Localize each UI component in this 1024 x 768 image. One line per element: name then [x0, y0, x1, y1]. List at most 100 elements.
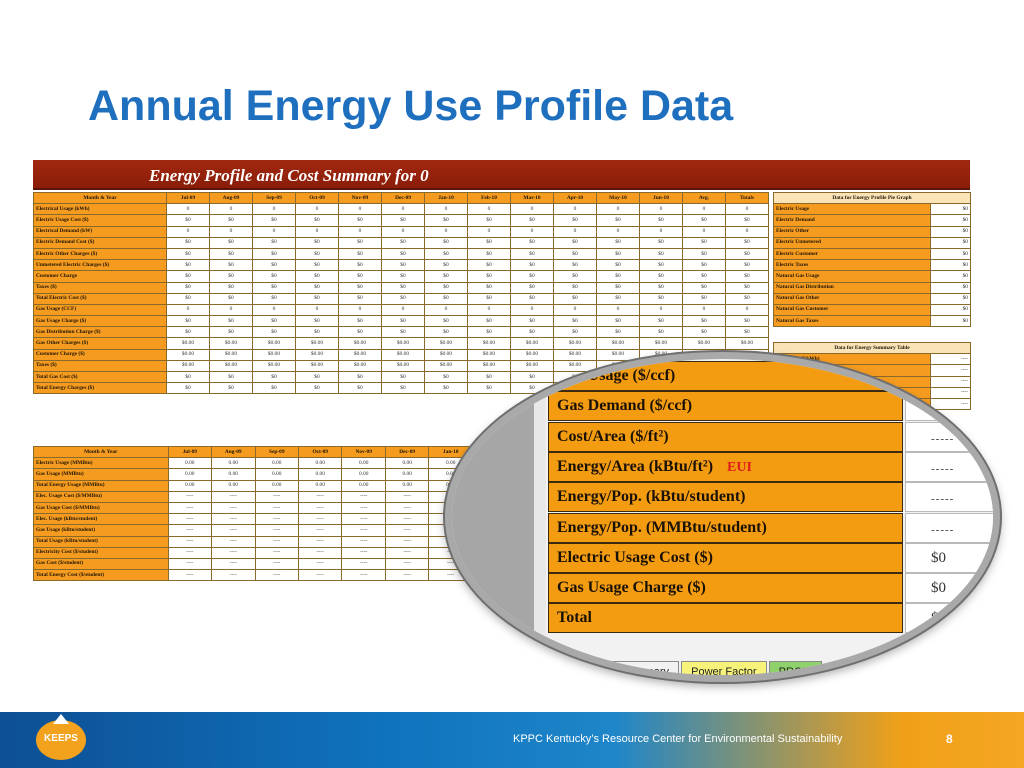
- table-cell[interactable]: ----: [297, 569, 343, 582]
- table-cell[interactable]: $0: [381, 382, 425, 395]
- table-cell[interactable]: $0.00: [295, 337, 339, 350]
- tab-summary[interactable]: Summary: [612, 661, 680, 675]
- table-cell[interactable]: $0: [295, 315, 339, 328]
- table-cell[interactable]: $0: [209, 370, 253, 384]
- table-cell[interactable]: $0: [725, 247, 769, 261]
- table-cell[interactable]: 0: [252, 225, 296, 238]
- table-cell[interactable]: $0.00: [338, 359, 382, 373]
- table-cell[interactable]: ----: [167, 490, 213, 503]
- table-cell[interactable]: 0: [166, 203, 210, 216]
- table-cell[interactable]: ----: [211, 490, 256, 503]
- table-cell[interactable]: ----: [254, 557, 299, 571]
- table-cell[interactable]: $0: [381, 236, 425, 249]
- table-cell[interactable]: $0: [209, 315, 253, 328]
- table-cell[interactable]: 0: [596, 303, 640, 317]
- table-cell[interactable]: ----: [211, 524, 256, 537]
- table-cell[interactable]: 0: [596, 203, 640, 216]
- table-cell[interactable]: $0: [467, 270, 511, 283]
- table-cell[interactable]: $0: [295, 270, 339, 283]
- table-cell[interactable]: $0: [725, 292, 769, 305]
- table-cell[interactable]: 0: [510, 303, 554, 317]
- table-cell[interactable]: ----: [297, 546, 343, 559]
- table-cell[interactable]: $0: [639, 326, 683, 339]
- table-cell[interactable]: $0: [510, 292, 554, 305]
- table-cell[interactable]: $0: [252, 292, 296, 305]
- table-cell[interactable]: ----: [211, 535, 256, 548]
- table-cell[interactable]: $0: [381, 259, 425, 272]
- table-cell[interactable]: ----: [341, 501, 386, 515]
- table-cell[interactable]: $0: [424, 259, 468, 272]
- table-cell[interactable]: $0.00: [209, 359, 253, 373]
- table-cell[interactable]: $0: [596, 236, 640, 249]
- table-cell[interactable]: 0.00: [297, 457, 343, 470]
- lens-row-value[interactable]: -----: [905, 421, 993, 452]
- table-cell[interactable]: $0: [295, 292, 339, 305]
- table-cell[interactable]: $0: [596, 270, 640, 283]
- table-cell[interactable]: ----: [167, 535, 213, 548]
- table-cell[interactable]: $0: [596, 326, 640, 339]
- table-cell[interactable]: $0: [338, 315, 382, 328]
- table-cell[interactable]: $0.00: [381, 359, 425, 373]
- table-cell[interactable]: 0.00: [211, 457, 256, 470]
- lens-row-value[interactable]: $0: [905, 573, 993, 604]
- table-cell[interactable]: ----: [297, 524, 343, 537]
- table-cell[interactable]: 0: [295, 225, 339, 238]
- table-cell[interactable]: $0: [209, 236, 253, 249]
- lens-row-value[interactable]: -----: [905, 482, 993, 513]
- table-cell[interactable]: $0: [725, 236, 769, 249]
- table-cell[interactable]: ----: [167, 501, 213, 515]
- table-cell[interactable]: ----: [211, 546, 256, 559]
- lens-row-value[interactable]: [905, 361, 993, 391]
- table-cell[interactable]: $0: [725, 214, 769, 227]
- table-cell[interactable]: $0: [639, 292, 683, 305]
- table-cell[interactable]: 0: [553, 203, 597, 216]
- table-cell[interactable]: $0: [682, 315, 726, 328]
- table-cell[interactable]: $0: [209, 259, 253, 272]
- table-cell[interactable]: $0: [596, 315, 640, 328]
- table-cell[interactable]: ----: [297, 535, 343, 548]
- table-cell[interactable]: 0: [682, 303, 726, 317]
- table-cell[interactable]: $0: [252, 247, 296, 261]
- table-cell[interactable]: $0: [338, 259, 382, 272]
- table-cell[interactable]: ----: [211, 569, 256, 582]
- table-cell[interactable]: 0: [467, 203, 511, 216]
- table-cell[interactable]: 0.00: [254, 468, 299, 481]
- table-cell[interactable]: $0: [553, 259, 597, 272]
- table-cell[interactable]: $0: [381, 326, 425, 339]
- table-cell[interactable]: $0: [381, 370, 425, 384]
- table-cell[interactable]: $0: [510, 315, 554, 328]
- table-cell[interactable]: $0: [639, 214, 683, 227]
- table-cell[interactable]: $0: [725, 259, 769, 272]
- table-cell[interactable]: ----: [211, 501, 256, 515]
- table-cell[interactable]: $0: [166, 382, 210, 395]
- table-cell[interactable]: $0: [930, 236, 971, 249]
- table-cell[interactable]: $0.00: [553, 337, 597, 350]
- table-cell[interactable]: $0: [252, 326, 296, 339]
- lens-row-value[interactable]: [905, 391, 993, 422]
- table-cell[interactable]: ----: [167, 524, 213, 537]
- table-cell[interactable]: 0.00: [167, 479, 213, 492]
- table-cell[interactable]: ----: [341, 557, 386, 571]
- table-cell[interactable]: $0: [338, 270, 382, 283]
- table-cell[interactable]: $0: [252, 382, 296, 395]
- table-cell[interactable]: 0: [381, 203, 425, 216]
- table-cell[interactable]: $0.00: [467, 337, 511, 350]
- table-cell[interactable]: 0: [338, 225, 382, 238]
- table-cell[interactable]: $0: [467, 236, 511, 249]
- table-cell[interactable]: $0: [467, 214, 511, 227]
- table-cell[interactable]: $0: [930, 214, 971, 227]
- table-cell[interactable]: $0: [682, 270, 726, 283]
- table-cell[interactable]: $0: [338, 236, 382, 249]
- table-cell[interactable]: $0: [639, 270, 683, 283]
- table-cell[interactable]: $0: [338, 214, 382, 227]
- table-cell[interactable]: $0: [209, 270, 253, 283]
- table-cell[interactable]: $0: [252, 236, 296, 249]
- table-cell[interactable]: $0: [338, 292, 382, 305]
- table-cell[interactable]: ----: [384, 501, 430, 515]
- table-cell[interactable]: 0: [510, 203, 554, 216]
- table-cell[interactable]: 0: [553, 303, 597, 317]
- table-cell[interactable]: $0: [295, 236, 339, 249]
- table-cell[interactable]: $0: [725, 315, 769, 328]
- table-cell[interactable]: $0.00: [209, 348, 253, 361]
- table-cell[interactable]: ----: [341, 569, 386, 582]
